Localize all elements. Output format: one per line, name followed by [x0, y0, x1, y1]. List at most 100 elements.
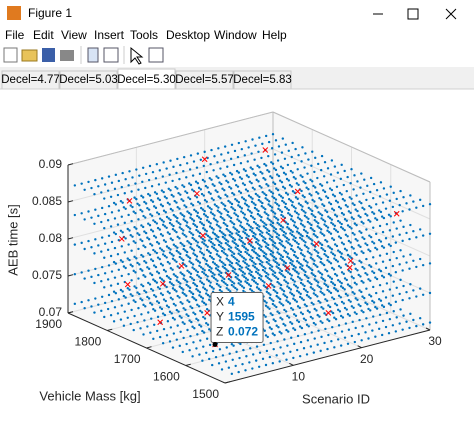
- data-point: [216, 239, 220, 242]
- data-point: [137, 306, 140, 310]
- data-point: [334, 332, 337, 335]
- menu-item[interactable]: Help: [262, 28, 287, 42]
- data-point: [113, 246, 117, 250]
- data-point: [238, 205, 242, 209]
- data-point: [235, 232, 238, 235]
- data-point: [321, 203, 324, 206]
- inspector-icon[interactable]: [148, 47, 164, 63]
- data-point: [290, 336, 293, 339]
- data-point: [139, 267, 142, 271]
- data-point: [326, 285, 330, 288]
- data-point: [144, 231, 148, 235]
- data-point: [319, 287, 323, 290]
- menu-item[interactable]: Insert: [94, 28, 125, 42]
- data-point: [216, 220, 219, 223]
- tab-label[interactable]: Decel=5.30: [117, 74, 176, 86]
- legend-icon[interactable]: [103, 47, 119, 63]
- data-point: [189, 272, 193, 275]
- data-point: [375, 277, 379, 281]
- data-point: [336, 230, 340, 234]
- menu-item[interactable]: Tools: [130, 28, 158, 42]
- data-point: [305, 186, 308, 189]
- data-point: [269, 223, 272, 226]
- data-point: [264, 226, 267, 230]
- data-point: [356, 298, 359, 302]
- data-point: [202, 213, 206, 216]
- data-point: [267, 203, 270, 206]
- data-point: [330, 221, 333, 224]
- data-point: [346, 253, 350, 257]
- data-point: [185, 250, 189, 254]
- open-icon[interactable]: [21, 49, 38, 62]
- grid-line: [272, 185, 431, 257]
- data-point: [206, 216, 209, 219]
- data-point: [367, 278, 370, 281]
- menu-item[interactable]: Desktop: [166, 28, 210, 42]
- data-point: [142, 303, 145, 307]
- data-point: [237, 249, 241, 252]
- tab-label[interactable]: Decel=5.03: [59, 74, 118, 86]
- data-point: [208, 295, 211, 298]
- data-point: [162, 279, 165, 283]
- data-point: [378, 254, 382, 257]
- data-point: [168, 340, 172, 343]
- data-point: [270, 298, 273, 301]
- data-point: [199, 158, 203, 161]
- data-point: [244, 280, 247, 283]
- tab-label[interactable]: Decel=4.77: [1, 74, 60, 86]
- new-icon[interactable]: [3, 47, 18, 63]
- data-point: [141, 255, 145, 258]
- data-point: [384, 266, 388, 270]
- menu-item[interactable]: Edit: [33, 28, 54, 42]
- data-point: [322, 293, 326, 296]
- data-point: [299, 252, 303, 255]
- data-point: [227, 248, 231, 251]
- data-point: [195, 284, 199, 288]
- data-point: [223, 263, 227, 267]
- data-point: [291, 260, 294, 263]
- data-point: [276, 232, 279, 235]
- menu-item[interactable]: Window: [214, 28, 257, 42]
- data-point: [228, 234, 231, 237]
- data-point: [299, 292, 302, 296]
- menu-item[interactable]: View: [61, 28, 87, 42]
- data-point: [211, 271, 214, 275]
- data-point: [226, 243, 229, 246]
- data-point: [297, 202, 301, 205]
- data-point: [335, 274, 339, 277]
- data-point: [252, 280, 256, 283]
- data-point: [249, 258, 252, 261]
- menu-item[interactable]: File: [5, 28, 25, 42]
- data-point: [230, 372, 234, 376]
- data-point: [363, 296, 366, 300]
- data-point: [113, 306, 117, 309]
- save-icon[interactable]: [42, 48, 55, 62]
- data-point: [378, 195, 382, 198]
- data-point: [127, 213, 130, 217]
- close-button[interactable]: [445, 8, 457, 20]
- data-point: [171, 287, 175, 290]
- data-point: [392, 280, 395, 283]
- data-point: [275, 246, 278, 250]
- datatip-value: 0.072: [228, 325, 258, 339]
- data-point: [196, 182, 200, 185]
- data-point: [119, 318, 123, 321]
- data-point: [243, 246, 246, 249]
- data-point: [405, 261, 408, 264]
- data-point: [192, 222, 195, 226]
- print-icon[interactable]: [60, 50, 74, 61]
- colorbar-icon[interactable]: [87, 47, 99, 63]
- data-point: [90, 305, 93, 308]
- data-point: [276, 248, 280, 251]
- maximize-button[interactable]: [407, 8, 419, 20]
- data-point: [311, 317, 314, 320]
- data-point: [358, 289, 361, 292]
- data-point: [286, 222, 290, 226]
- data-point: [232, 163, 236, 167]
- data-point: [201, 237, 205, 241]
- data-point: [284, 202, 287, 206]
- data-point: [385, 193, 389, 196]
- tab-label[interactable]: Decel=5.83: [233, 74, 292, 86]
- tab-label[interactable]: Decel=5.57: [175, 74, 234, 86]
- pointer-icon[interactable]: [130, 46, 144, 65]
